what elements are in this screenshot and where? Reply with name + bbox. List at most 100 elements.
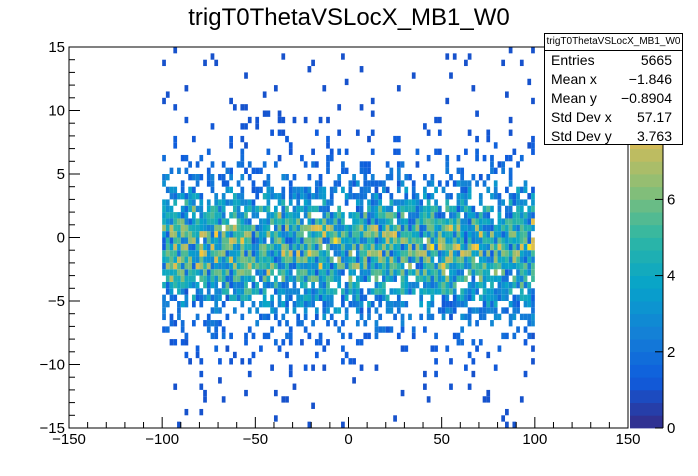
histogram-bin	[270, 364, 274, 371]
histogram-bin	[337, 212, 342, 219]
histogram-bin	[449, 243, 453, 251]
histogram-bin	[337, 104, 342, 111]
histogram-bin	[426, 129, 431, 136]
histogram-bin	[385, 307, 390, 314]
histogram-bin	[244, 123, 248, 130]
histogram-bin	[378, 301, 383, 308]
histogram-bin	[396, 301, 401, 308]
histogram-bin	[464, 288, 468, 295]
histogram-bin	[177, 237, 181, 244]
histogram-bin	[296, 186, 301, 194]
histogram-bin	[434, 345, 438, 352]
histogram-bin	[367, 301, 371, 308]
histogram-bin	[218, 294, 222, 301]
histogram-bin	[180, 269, 185, 276]
histogram-bin	[281, 129, 286, 136]
histogram-bin	[527, 224, 532, 232]
histogram-bin	[303, 364, 308, 371]
histogram-bin	[512, 218, 517, 225]
histogram-bin	[210, 250, 215, 257]
histogram-bin	[229, 281, 233, 289]
histogram-bin	[318, 339, 323, 346]
histogram-bin	[505, 218, 509, 225]
histogram-bin	[188, 205, 192, 213]
histogram-bin	[400, 301, 405, 308]
histogram-bin	[374, 180, 379, 187]
histogram-bin	[370, 256, 375, 263]
histogram-bin	[531, 135, 535, 143]
histogram-bin	[314, 313, 319, 321]
histogram-bin	[519, 186, 524, 194]
histogram-bin	[382, 212, 386, 219]
histogram-bin	[370, 243, 375, 251]
histogram-bin	[318, 281, 323, 289]
histogram-bin	[396, 224, 401, 232]
histogram-bin	[277, 218, 282, 225]
histogram-bin	[341, 161, 345, 168]
histogram-bin	[516, 224, 520, 232]
histogram-bin	[400, 345, 405, 352]
histogram-bin	[318, 174, 323, 181]
histogram-bin	[281, 186, 286, 194]
histogram-bin	[329, 212, 334, 219]
histogram-bin	[281, 243, 286, 251]
histogram-bin	[210, 123, 215, 130]
histogram-bin	[478, 243, 483, 251]
histogram-bin	[247, 199, 252, 206]
histogram-bin	[303, 281, 308, 289]
histogram-bin	[199, 193, 204, 200]
histogram-bin	[396, 148, 401, 155]
histogram-bin	[445, 243, 450, 251]
histogram-bin	[262, 161, 267, 168]
histogram-bin	[382, 237, 386, 244]
histogram-bin	[173, 193, 178, 200]
histogram-bin	[236, 161, 241, 168]
histogram-bin	[519, 212, 524, 219]
histogram-bin	[389, 212, 394, 219]
histogram-bin	[191, 301, 196, 308]
histogram-bin	[452, 53, 457, 60]
x-tick-label: −150	[52, 431, 86, 448]
histogram-bin	[180, 301, 185, 308]
histogram-bin	[218, 224, 222, 232]
histogram-bin	[430, 193, 435, 200]
histogram-bin	[415, 275, 420, 282]
histogram-bin	[408, 174, 412, 181]
histogram-bin	[408, 313, 412, 321]
histogram-bin	[296, 205, 301, 213]
histogram-bin	[531, 193, 535, 200]
histogram-bin	[430, 174, 435, 181]
histogram-bin	[214, 205, 219, 213]
histogram-bin	[195, 281, 200, 289]
histogram-bin	[449, 288, 453, 295]
histogram-bin	[493, 275, 498, 282]
histogram-bin	[348, 288, 353, 295]
histogram-bin	[285, 212, 289, 219]
histogram-bin	[329, 269, 334, 276]
histogram-bin	[318, 294, 323, 301]
histogram-bin	[307, 294, 312, 301]
histogram-bin	[240, 294, 245, 301]
histogram-bin	[247, 307, 252, 314]
histogram-bin	[423, 212, 427, 219]
histogram-bin	[210, 320, 215, 327]
histogram-bin	[508, 212, 513, 219]
histogram-bin	[240, 148, 245, 155]
histogram-bin	[232, 351, 237, 359]
histogram-bin	[296, 262, 301, 270]
histogram-bin	[505, 212, 509, 219]
histogram-bin	[501, 281, 506, 289]
histogram-bin	[229, 294, 233, 301]
histogram-bin	[505, 275, 509, 282]
histogram-bin	[445, 294, 450, 301]
histogram-bin	[341, 231, 345, 238]
palette-swatch	[630, 224, 663, 238]
histogram-bin	[486, 389, 491, 397]
histogram-bin	[255, 205, 260, 213]
histogram-bin	[516, 205, 520, 213]
histogram-bin	[378, 326, 383, 333]
histogram-bin	[478, 218, 483, 225]
histogram-bin	[318, 269, 323, 276]
histogram-bin	[199, 262, 204, 270]
histogram-bin	[177, 307, 181, 314]
